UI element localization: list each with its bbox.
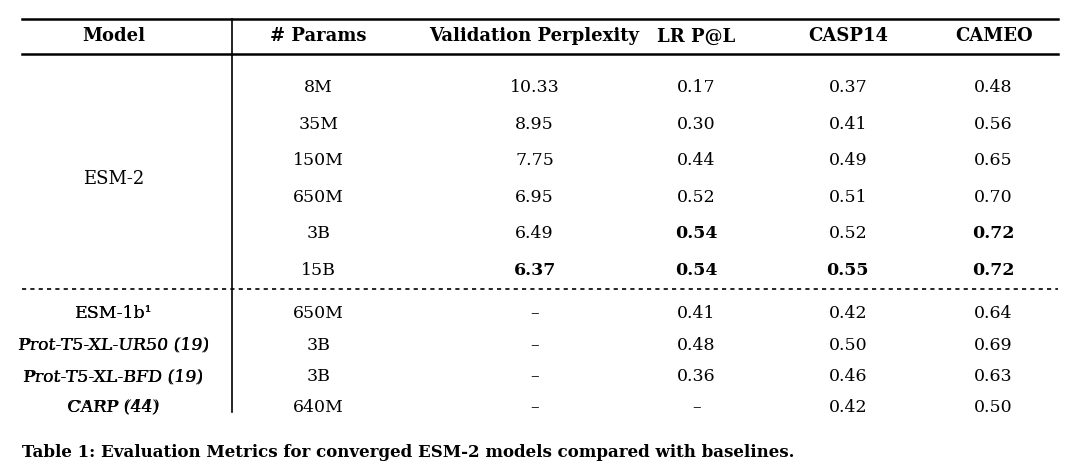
Text: –: – <box>530 368 539 385</box>
Text: ESM-2: ESM-2 <box>83 170 144 188</box>
Text: CARP (44): CARP (44) <box>68 399 159 416</box>
Text: 0.64: 0.64 <box>974 305 1013 322</box>
Text: 0.48: 0.48 <box>974 79 1013 96</box>
Text: 0.69: 0.69 <box>974 336 1013 354</box>
Text: Prot-T5-XL-UR50 (19): Prot-T5-XL-UR50 (19) <box>18 336 208 354</box>
Text: LR P@L: LR P@L <box>658 27 735 46</box>
Text: 150M: 150M <box>293 152 345 169</box>
Text: 35M: 35M <box>298 116 339 133</box>
Text: 0.52: 0.52 <box>677 189 716 206</box>
Text: CASP14: CASP14 <box>808 27 888 46</box>
Text: 0.36: 0.36 <box>677 368 716 385</box>
Text: 0.17: 0.17 <box>677 79 716 96</box>
Text: Prot-T5-XL-BFD (19): Prot-T5-XL-BFD (19) <box>24 368 203 385</box>
Text: –: – <box>530 336 539 354</box>
Text: 0.55: 0.55 <box>826 261 869 279</box>
Text: 650M: 650M <box>293 189 345 206</box>
Text: # Params: # Params <box>270 27 367 46</box>
Text: 0.54: 0.54 <box>675 225 718 242</box>
Text: 0.48: 0.48 <box>677 336 716 354</box>
Text: 15B: 15B <box>301 261 336 279</box>
Text: Model: Model <box>82 27 145 46</box>
Text: CAMEO: CAMEO <box>955 27 1032 46</box>
Text: 8.95: 8.95 <box>515 116 554 133</box>
Text: Prot-T5-XL-UR50 (19): Prot-T5-XL-UR50 (19) <box>17 336 210 354</box>
Text: 10.33: 10.33 <box>510 79 559 96</box>
Text: 0.72: 0.72 <box>972 261 1015 279</box>
Text: ESM-1b¹: ESM-1b¹ <box>75 305 152 322</box>
Text: 0.65: 0.65 <box>974 152 1013 169</box>
Text: 0.41: 0.41 <box>828 116 867 133</box>
Text: Validation Perplexity: Validation Perplexity <box>430 27 639 46</box>
Text: 6.49: 6.49 <box>515 225 554 242</box>
Text: 6.37: 6.37 <box>513 261 556 279</box>
Text: 0.50: 0.50 <box>974 399 1013 416</box>
Text: 0.41: 0.41 <box>677 305 716 322</box>
Text: 7.75: 7.75 <box>515 152 554 169</box>
Text: 3B: 3B <box>307 336 330 354</box>
Text: 0.30: 0.30 <box>677 116 716 133</box>
Text: 0.46: 0.46 <box>828 368 867 385</box>
Text: 0.72: 0.72 <box>972 225 1015 242</box>
Text: 0.37: 0.37 <box>828 79 867 96</box>
Text: 0.70: 0.70 <box>974 189 1013 206</box>
Text: –: – <box>692 399 701 416</box>
Text: 0.51: 0.51 <box>828 189 867 206</box>
Text: 8M: 8M <box>305 79 333 96</box>
Text: 0.54: 0.54 <box>675 261 718 279</box>
Text: 3B: 3B <box>307 225 330 242</box>
Text: 0.49: 0.49 <box>828 152 867 169</box>
Text: 0.52: 0.52 <box>828 225 867 242</box>
Text: 650M: 650M <box>293 305 345 322</box>
Text: 0.50: 0.50 <box>828 336 867 354</box>
Text: CARP (44): CARP (44) <box>67 399 160 416</box>
Text: 0.42: 0.42 <box>828 305 867 322</box>
Text: –: – <box>530 305 539 322</box>
Text: –: – <box>530 399 539 416</box>
Text: Prot-T5-XL-BFD (19): Prot-T5-XL-BFD (19) <box>23 368 204 385</box>
Text: ESM-1b¹: ESM-1b¹ <box>75 305 152 322</box>
Text: 0.44: 0.44 <box>677 152 716 169</box>
Text: Table 1: Evaluation Metrics for converged ESM-2 models compared with baselines.: Table 1: Evaluation Metrics for converge… <box>22 445 794 461</box>
Text: 0.42: 0.42 <box>828 399 867 416</box>
Text: 6.95: 6.95 <box>515 189 554 206</box>
Text: 0.63: 0.63 <box>974 368 1013 385</box>
Text: 0.56: 0.56 <box>974 116 1013 133</box>
Text: 640M: 640M <box>293 399 345 416</box>
Text: 3B: 3B <box>307 368 330 385</box>
